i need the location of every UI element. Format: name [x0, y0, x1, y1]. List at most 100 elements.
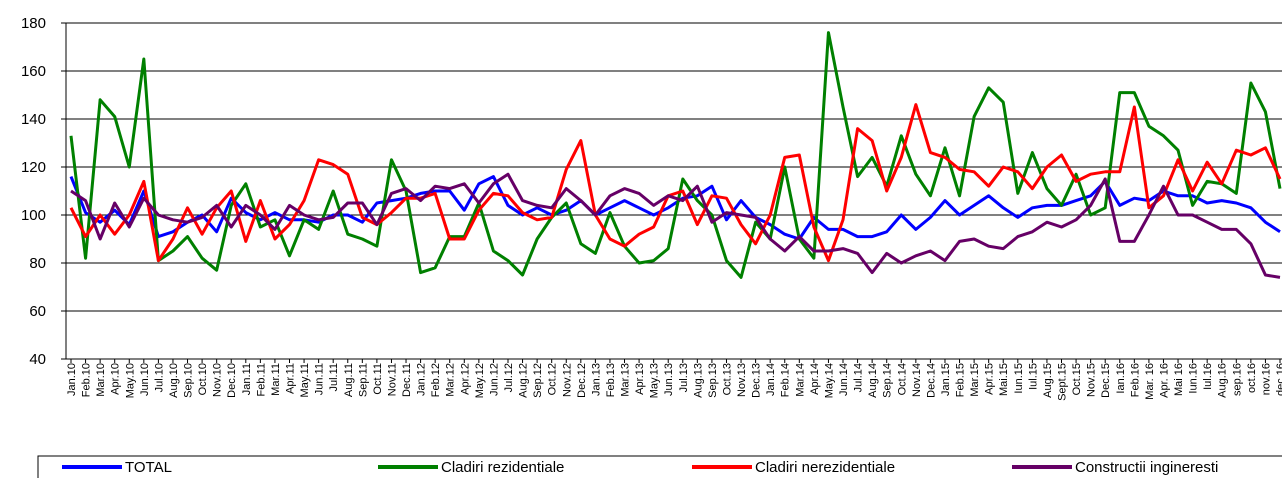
x-tick-label: Dec.13 — [751, 363, 763, 398]
x-tick-label: May.10 — [124, 363, 136, 398]
x-tick-label: Feb.10 — [81, 363, 93, 397]
x-tick-label: Jun.13 — [663, 363, 675, 396]
x-tick-label: Feb.12 — [430, 363, 442, 397]
x-tick-label: Feb.16 — [1129, 363, 1141, 397]
legend-label: Constructii ingineresti — [1075, 459, 1218, 476]
x-tick-label: Feb.14 — [780, 363, 792, 397]
x-tick-label: Apr.14 — [809, 363, 821, 395]
series-line — [70, 172, 1281, 279]
x-tick-label: Mar.14 — [794, 363, 806, 397]
x-tick-label: Dec.12 — [576, 363, 588, 398]
x-tick-label: Apr. 16 — [1158, 363, 1170, 398]
x-tick-label: Sep.12 — [532, 363, 544, 398]
y-tick-label: 60 — [29, 303, 46, 320]
x-tick-label: Ian.16 — [1115, 363, 1127, 394]
x-tick-label: May.13 — [649, 363, 661, 398]
x-tick-label: Sep.10 — [183, 363, 195, 398]
x-tick-label: Apr.11 — [284, 363, 296, 394]
x-tick-label: sep.16 — [1231, 363, 1243, 396]
x-tick-label: Dec.10 — [226, 363, 238, 398]
y-tick-label: 180 — [21, 15, 46, 32]
x-tick-label: Jul.11 — [328, 363, 340, 392]
series-line — [69, 31, 1282, 279]
x-tick-label: Aug.12 — [518, 363, 530, 398]
x-tick-label: Oct.12 — [547, 363, 559, 395]
x-tick-label: Nov.14 — [911, 363, 923, 397]
x-tick-label: Jan.12 — [416, 363, 428, 396]
x-tick-label: Aug.16 — [1217, 363, 1229, 398]
y-tick-label: 160 — [21, 63, 46, 80]
x-tick-label: Jul.13 — [678, 363, 690, 392]
x-tick-label: Mar.13 — [620, 363, 632, 397]
x-tick-label: nov.16 — [1260, 363, 1272, 395]
x-tick-label: Aug.15 — [1042, 363, 1054, 398]
legend-box — [37, 455, 1282, 478]
x-tick-label: Jun.14 — [838, 363, 850, 396]
x-tick-label: Iul.15 — [1027, 363, 1039, 390]
x-tick-label: Jan.10 — [66, 363, 78, 396]
x-tick-label: May.14 — [823, 363, 835, 398]
x-tick-label: Apr.13 — [634, 363, 646, 395]
x-tick-label: May.12 — [474, 363, 486, 398]
x-tick-label: Jun.10 — [139, 363, 151, 396]
x-tick-label: Aug.14 — [867, 363, 879, 398]
x-tick-label: Aug.11 — [343, 363, 355, 397]
series-line — [69, 103, 1282, 263]
x-tick-label: Apr.15 — [984, 363, 996, 395]
x-tick-label: Sept.15 — [1057, 363, 1069, 401]
x-tick-label: Mai 16 — [1173, 363, 1185, 396]
x-tick-label: Oct.15 — [1071, 363, 1083, 395]
y-tick-label: 80 — [29, 255, 46, 272]
x-tick-label: Mar.10 — [95, 363, 107, 397]
x-tick-label: Iun.15 — [1013, 363, 1025, 394]
x-tick-label: Sep.14 — [882, 363, 894, 398]
x-tick-label: Nov.13 — [736, 363, 748, 397]
x-tick-label: oct.16 — [1246, 363, 1258, 393]
x-tick-label: Sep.13 — [707, 363, 719, 398]
x-tick-label: Nov.15 — [1086, 363, 1098, 397]
x-tick-label: Iun.16 — [1188, 363, 1200, 394]
x-tick-label: Apr.10 — [110, 363, 122, 395]
x-tick-label: Nov.10 — [212, 363, 224, 397]
x-tick-label: Nov.11 — [386, 363, 398, 396]
x-tick-label: Dec.11 — [401, 363, 413, 397]
x-tick-label: Mai.15 — [998, 363, 1010, 396]
y-tick-label: 40 — [29, 351, 46, 368]
x-tick-label: Jan.14 — [765, 363, 777, 396]
x-tick-label: Oct.10 — [197, 363, 209, 395]
x-tick-label: Jul.10 — [153, 363, 165, 392]
x-tick-label: Jun.12 — [488, 363, 500, 396]
x-tick-label: Aug.13 — [692, 363, 704, 398]
x-tick-label: Mar. 16 — [1144, 363, 1156, 400]
y-tick-label: 120 — [21, 159, 46, 176]
x-tick-label: Dec.15 — [1100, 363, 1112, 398]
y-tick-label: 100 — [21, 207, 46, 224]
x-tick-label: Feb.15 — [955, 363, 967, 397]
x-tick-label: Feb.13 — [605, 363, 617, 397]
x-tick-label: Nov.12 — [561, 363, 573, 397]
series-line — [69, 175, 1281, 241]
x-tick-label: Jul.14 — [853, 363, 865, 392]
x-tick-label: Aug.10 — [168, 363, 180, 398]
x-tick-label: Feb.11 — [255, 363, 267, 396]
y-tick-label: 140 — [21, 111, 46, 128]
legend-label: TOTAL — [125, 459, 172, 476]
x-tick-label: Apr.12 — [459, 363, 471, 395]
x-tick-label: Sep.11 — [357, 363, 369, 397]
x-tick-label: Dec.14 — [925, 363, 937, 398]
x-tick-label: Mar.15 — [969, 363, 981, 397]
x-tick-label: May.11 — [299, 363, 311, 397]
x-tick-label: Oct.14 — [896, 363, 908, 395]
legend-label: Cladiri nerezidentiale — [755, 459, 895, 476]
x-tick-label: Mar.12 — [445, 363, 457, 397]
x-tick-label: Iul.16 — [1202, 363, 1214, 390]
x-tick-label: Jan.11 — [241, 363, 253, 395]
legend-label: Cladiri rezidentiale — [441, 459, 564, 476]
x-tick-label: Oct.13 — [721, 363, 733, 395]
x-tick-label: Oct.11 — [372, 363, 384, 395]
x-tick-label: Jun.11 — [314, 363, 326, 395]
x-tick-label: Jan.15 — [940, 363, 952, 396]
x-tick-label: Jan.13 — [590, 363, 602, 396]
x-tick-label: Jul.12 — [503, 363, 515, 392]
